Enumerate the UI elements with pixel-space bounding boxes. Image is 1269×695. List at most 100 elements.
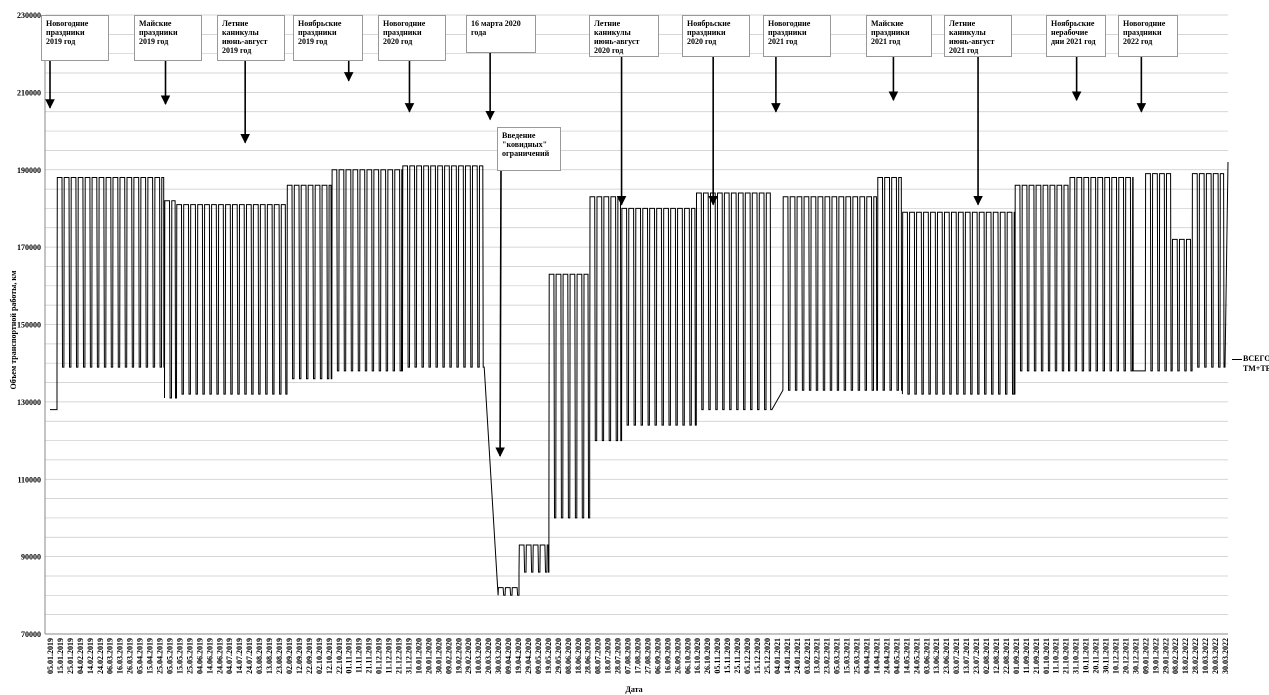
- y-tick-label: 190000: [17, 166, 41, 175]
- x-axis-ticks: 05.01.2019 15.01.2019 25.01.2019 04.02.2019…: [46, 638, 1230, 674]
- x-tick-label: 30.11.2021: [1102, 638, 1111, 674]
- annotation-box: Летние каникулы июнь-август 2019 год: [217, 15, 285, 61]
- x-tick-label: 15.05.2019: [175, 638, 184, 674]
- annotation-text: Майские праздники 2019 год: [139, 19, 178, 46]
- annotation-arrow: [495, 170, 505, 457]
- annotation-text: Новогодние праздники 2020 год: [383, 19, 426, 46]
- x-tick-label: 29.02.2020: [464, 638, 473, 674]
- x-tick-label: 07.08.2020: [624, 638, 633, 674]
- legend-swatch: [1232, 359, 1242, 360]
- x-tick-label: 03.02.2021: [803, 638, 812, 674]
- annotation-text: Майские праздники 2021 год: [871, 19, 910, 46]
- annotation-box: 16 марта 2020 года: [466, 15, 536, 53]
- x-tick-label: 10.12.2021: [1111, 638, 1120, 674]
- x-tick-label: 16.03.2019: [116, 638, 125, 674]
- x-tick-label: 11.11.2019: [355, 638, 364, 673]
- x-tick-label: 13.07.2021: [962, 638, 971, 674]
- x-tick-label: 21.09.2021: [1032, 638, 1041, 674]
- x-tick-label: 17.08.2020: [634, 638, 643, 674]
- x-tick-label: 29.05.2020: [554, 638, 563, 674]
- annotation-text: Введение "ковидных" ограничений: [502, 131, 550, 158]
- x-tick-label: 24.02.2019: [96, 638, 105, 674]
- x-tick-label: 19.05.2020: [544, 638, 553, 674]
- x-tick-label: 12.09.2019: [295, 638, 304, 674]
- x-tick-label: 10.03.2020: [474, 638, 483, 674]
- x-tick-label: 28.07.2020: [614, 638, 623, 674]
- x-tick-label: 25.11.2020: [733, 638, 742, 674]
- y-tick-label: 90000: [21, 553, 41, 562]
- x-tick-label: 24.01.2021: [793, 638, 802, 674]
- x-tick-label: 04.05.2021: [892, 638, 901, 674]
- x-tick-label: 15.04.2019: [146, 638, 155, 674]
- x-tick-label: 23.07.2021: [972, 638, 981, 674]
- annotation-box: Новогодние праздники 2021 год: [763, 15, 831, 57]
- annotation-text: Новогодние праздники 2022 год: [1123, 19, 1166, 46]
- x-tick-label: 24.06.2019: [215, 638, 224, 674]
- x-tick-label: 08.02.2022: [1171, 638, 1180, 674]
- x-tick-label: 12.10.2019: [325, 638, 334, 674]
- x-tick-label: 18.07.2020: [604, 638, 613, 674]
- x-tick-label: 20.01.2020: [424, 638, 433, 674]
- x-tick-label: 22.09.2019: [305, 638, 314, 674]
- y-axis-ticks: 70000 90000 110000 130000 150000 170000 190000…: [17, 11, 41, 639]
- x-tick-label: 14.04.2021: [872, 638, 881, 674]
- x-tick-label: 04.07.2019: [225, 638, 234, 674]
- x-tick-label: 27.08.2020: [643, 638, 652, 674]
- x-tick-label: 28.02.2022: [1191, 638, 1200, 674]
- x-tick-label: 28.06.2020: [584, 638, 593, 674]
- y-tick-label: 130000: [17, 398, 41, 407]
- annotation-box: Новогодние праздники 2020 год: [378, 15, 446, 61]
- annotation-text: Летние каникулы июнь-август 2021 год: [949, 19, 995, 55]
- x-tick-label: 14.06.2019: [205, 638, 214, 674]
- annotation-box: Майские праздники 2019 год: [134, 15, 202, 61]
- x-tick-label: 15.11.2020: [723, 638, 732, 674]
- x-tick-label: 14.02.2019: [86, 638, 95, 674]
- y-tick-label: 150000: [17, 321, 41, 330]
- x-tick-label: 11.09.2021: [1022, 638, 1031, 674]
- x-tick-label: 09.04.2020: [504, 638, 513, 674]
- x-tick-label: 05.01.2019: [46, 638, 55, 674]
- x-tick-label: 26.09.2020: [673, 638, 682, 674]
- annotation-box: Ноябрьские праздники 2020 год: [682, 15, 750, 57]
- annotation-text: Новогодние праздники 2021 год: [768, 19, 811, 46]
- y-tick-label: 110000: [17, 475, 41, 484]
- x-tick-label: 06.10.2020: [683, 638, 692, 674]
- annotation-box: Летние каникулы июнь-август 2021 год: [944, 15, 1012, 57]
- x-tick-label: 24.04.2021: [882, 638, 891, 674]
- x-tick-label: 14.07.2019: [235, 638, 244, 674]
- x-tick-label: 14.05.2021: [902, 638, 911, 674]
- x-tick-label: 15.03.2021: [843, 638, 852, 674]
- x-tick-label: 05.03.2021: [833, 638, 842, 674]
- x-tick-label: 31.10.2021: [1072, 638, 1081, 674]
- x-tick-label: 23.08.2019: [275, 638, 284, 674]
- x-tick-label: 04.01.2021: [773, 638, 782, 674]
- annotation-box: Ноябрьские праздники 2019 год: [293, 15, 363, 61]
- x-tick-label: 06.03.2019: [106, 638, 115, 674]
- annotation-box: Ноябрьские нерабочие дни 2021 год: [1046, 15, 1106, 57]
- x-tick-label: 05.12.2020: [743, 638, 752, 674]
- x-tick-label: 25.04.2019: [156, 638, 165, 674]
- x-tick-label: 30.03.2020: [494, 638, 503, 674]
- y-tick-label: 70000: [21, 630, 41, 639]
- annotation-box: Введение "ковидных" ограничений: [497, 127, 561, 171]
- x-tick-label: 13.08.2019: [265, 638, 274, 674]
- x-tick-label: 19.04.2020: [514, 638, 523, 674]
- x-tick-label: 05.05.2019: [165, 638, 174, 674]
- x-tick-label: 24.05.2021: [912, 638, 921, 674]
- x-tick-label: 22.10.2019: [335, 638, 344, 674]
- x-tick-label: 09.02.2020: [444, 638, 453, 674]
- x-tick-label: 02.08.2021: [982, 638, 991, 674]
- x-tick-label: 30.01.2020: [434, 638, 443, 674]
- x-tick-label: 09.01.2022: [1141, 638, 1150, 674]
- x-tick-label: 30.03.2022: [1221, 638, 1230, 674]
- x-tick-label: 13.06.2021: [932, 638, 941, 674]
- x-tick-label: 15.12.2020: [753, 638, 762, 674]
- x-tick-label: 01.10.2021: [1042, 638, 1051, 674]
- x-tick-label: 21.12.2019: [395, 638, 404, 674]
- y-tick-label: 170000: [17, 243, 41, 252]
- x-tick-label: 29.04.2020: [524, 638, 533, 674]
- x-tick-label: 11.12.2019: [385, 638, 394, 674]
- x-tick-label: 03.07.2021: [952, 638, 961, 674]
- annotation-text: 16 марта 2020 года: [471, 19, 521, 37]
- x-tick-label: 30.12.2021: [1131, 638, 1140, 674]
